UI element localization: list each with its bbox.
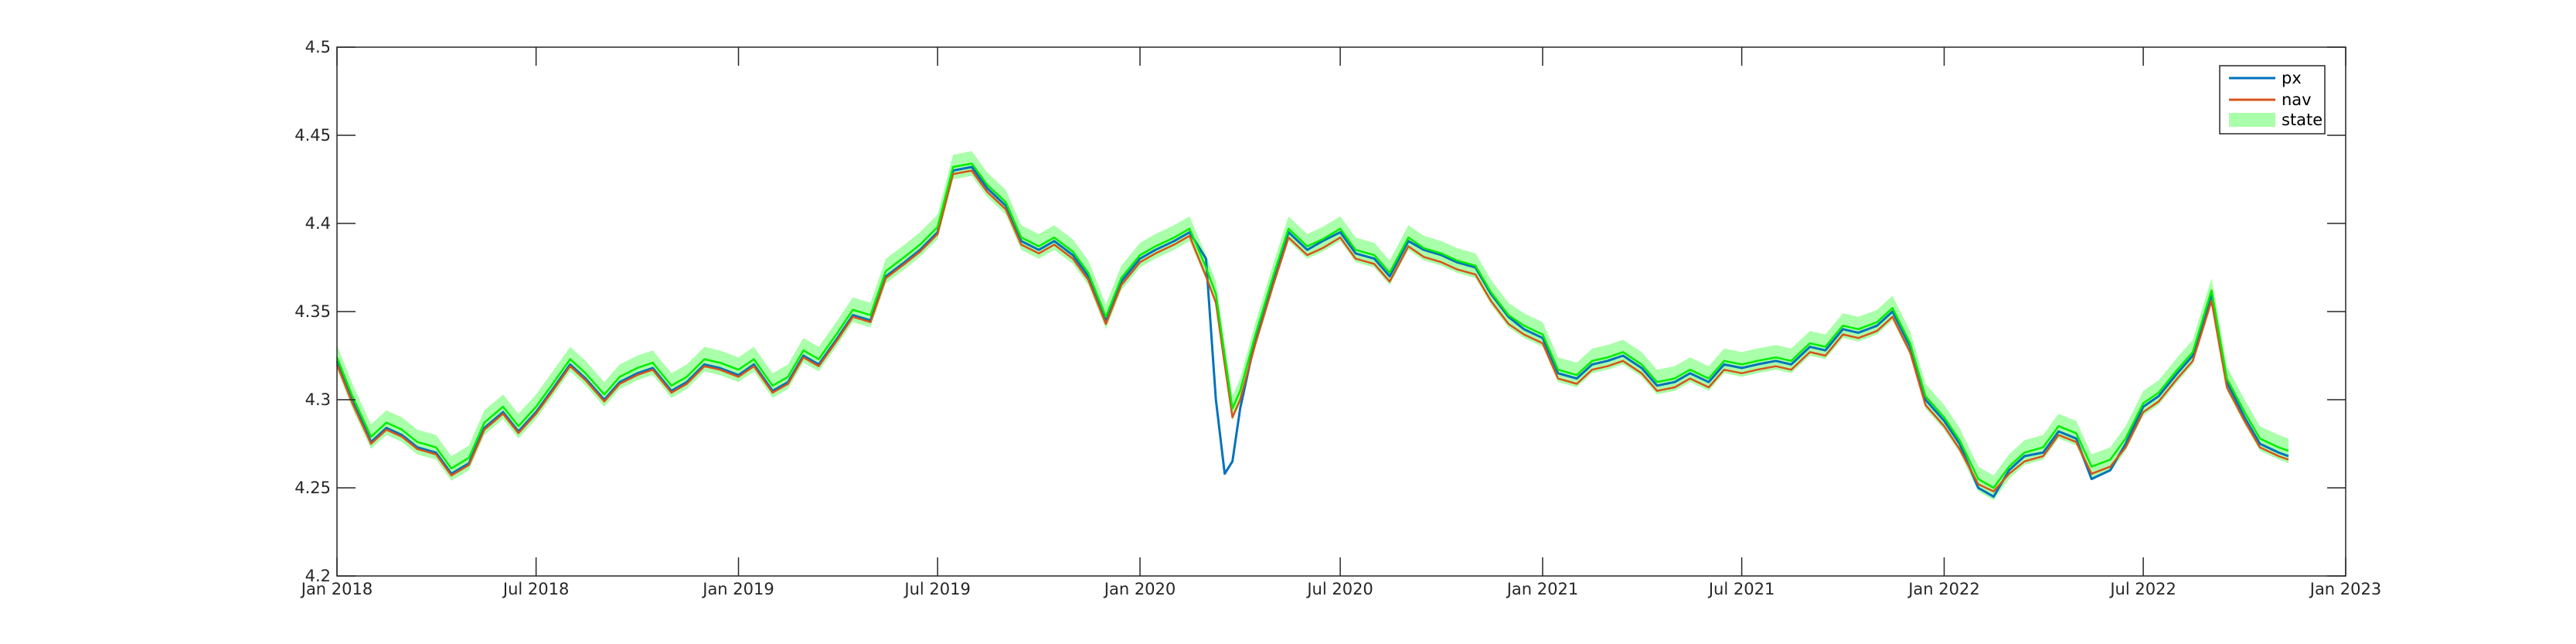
series-line-nav [335, 169, 2289, 492]
legend-state-swatch [2229, 113, 2275, 127]
y-tick-label: 4.25 [294, 479, 331, 497]
x-tick-label: Jul 2019 [903, 580, 970, 598]
x-tick-label: Jan 2021 [1506, 580, 1579, 598]
y-tick-label: 4.35 [294, 302, 331, 321]
legend: px nav state [2219, 65, 2326, 135]
y-tick-labels: 4.2 4.25 4.3 4.35 4.4 4.45 4.5 [294, 38, 331, 585]
x-tick-label: Jan 2019 [701, 580, 774, 598]
x-tick-label: Jan 2022 [1907, 580, 1980, 598]
x-tick-label: Jan 2023 [2309, 580, 2382, 598]
x-tick-label: Jul 2018 [502, 580, 569, 598]
x-tick-label: Jul 2022 [2108, 580, 2176, 598]
series-line-state [335, 162, 2289, 489]
legend-px-label: px [2282, 69, 2302, 87]
y-tick-label: 4.3 [305, 390, 331, 409]
plot-area [337, 47, 2346, 576]
x-tick-labels: Jan 2018 Jul 2018 Jan 2019 Jul 2019 Jan 2020… [300, 580, 2382, 598]
legend-state-label: state [2282, 111, 2322, 129]
x-tick-label: Jul 2020 [1305, 580, 1373, 598]
series-line-px [335, 165, 2289, 498]
x-tick-label: Jan 2020 [1103, 580, 1176, 598]
tick-layer [336, 46, 2346, 577]
legend-nav-label: nav [2282, 90, 2312, 109]
y-tick-label: 4.4 [305, 214, 331, 233]
x-tick-label: Jul 2021 [1707, 580, 1775, 598]
series-layer [335, 162, 2289, 498]
y-tick-label: 4.5 [305, 38, 331, 56]
x-tick-label: Jan 2018 [300, 580, 373, 598]
y-tick-label: 4.2 [305, 567, 331, 585]
y-tick-label: 4.45 [294, 126, 331, 145]
